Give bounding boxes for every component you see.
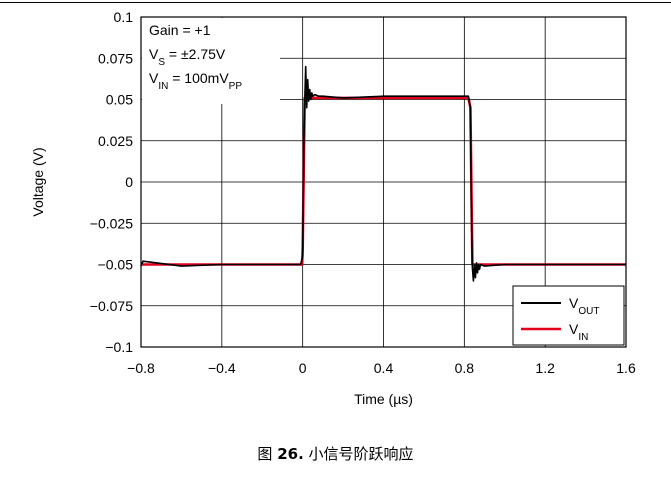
annotation-line: VIN = 100mVPP xyxy=(149,70,242,92)
x-tick-label: 0 xyxy=(299,360,307,376)
step-response-chart: 0.10.0750.050.0250−0.025−0.05−0.075−0.1 … xyxy=(30,9,636,407)
x-tick-label: 1.2 xyxy=(535,360,555,376)
figure-caption: 图 26. 小信号阶跃响应 xyxy=(0,443,671,464)
y-axis-title: Voltage (V) xyxy=(30,147,46,216)
annotation-line: Gain = +1 xyxy=(149,22,211,38)
top-rule xyxy=(0,2,671,3)
legend: VOUT VIN xyxy=(512,285,625,346)
caption-text: 小信号阶跃响应 xyxy=(303,445,414,463)
y-tick-label: 0 xyxy=(125,174,133,190)
y-tick-label: 0.075 xyxy=(98,50,133,66)
annotation-background xyxy=(142,18,280,104)
caption-number: 26. xyxy=(277,445,304,463)
y-tick-label: 0.025 xyxy=(98,133,133,149)
caption-prefix: 图 xyxy=(257,445,278,463)
y-tick-label: −0.05 xyxy=(98,257,134,273)
x-tick-labels: −0.8 −0.4 0 0.4 0.8 1.2 1.6 xyxy=(127,360,636,376)
legend-label: VOUT xyxy=(569,295,599,317)
y-tick-label: 0.05 xyxy=(106,92,133,108)
y-tick-labels: 0.1 0.075 0.05 0.025 0 −0.025 −0.05 −0.075 −0.1 xyxy=(90,9,133,355)
x-tick-label: −0.8 xyxy=(127,360,155,376)
series-layer xyxy=(140,65,626,282)
legend-box xyxy=(512,285,625,346)
x-tick-label: 1.6 xyxy=(616,360,636,376)
y-tick-label: −0.075 xyxy=(90,298,133,314)
annotation-line: VS = ±2.75V xyxy=(149,46,226,68)
x-tick-label: 0.8 xyxy=(455,360,475,376)
x-axis-title: Time (µs) xyxy=(354,391,413,407)
x-tick-label: −0.4 xyxy=(208,360,236,376)
y-tick-label: −0.025 xyxy=(90,215,133,231)
series-vout-line xyxy=(140,65,626,282)
y-tick-label: −0.1 xyxy=(105,339,133,355)
x-tick-label: 0.4 xyxy=(374,360,394,376)
plot-frame xyxy=(140,16,627,348)
legend-label: VIN xyxy=(569,321,588,343)
y-tick-label: 0.1 xyxy=(114,9,134,25)
